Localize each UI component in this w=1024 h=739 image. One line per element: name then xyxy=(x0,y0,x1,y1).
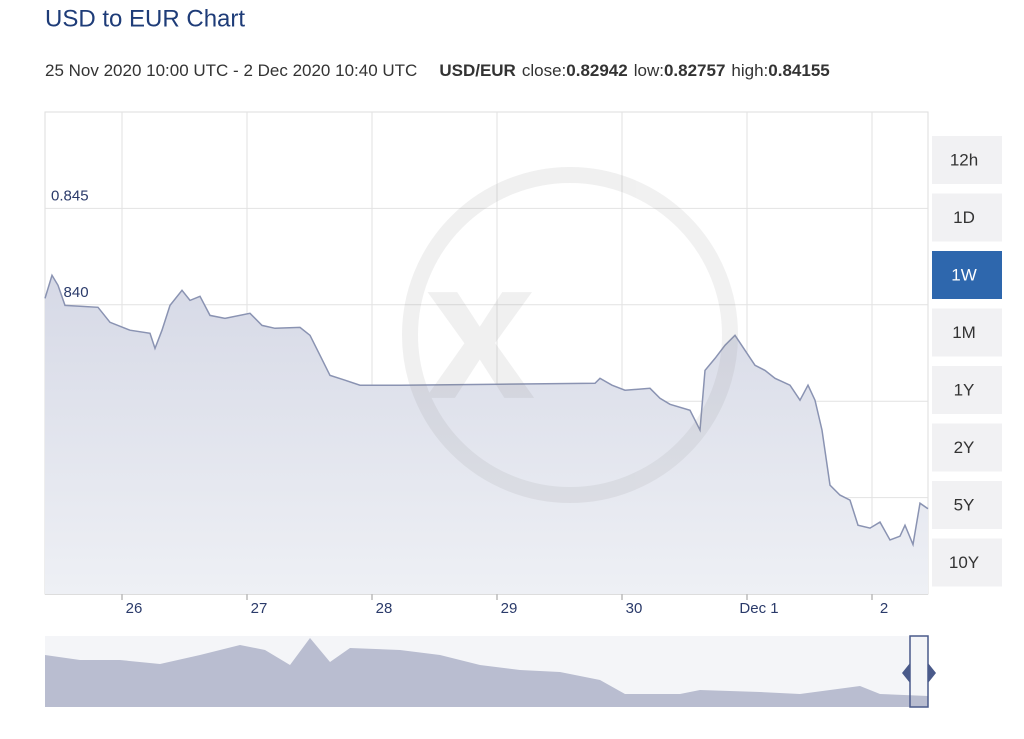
range-buttons: 12h 1D 1W 1M 1Y 2Y 5Y 10Y xyxy=(932,136,1002,587)
range-button[interactable] xyxy=(932,308,1002,357)
navigator-handles[interactable] xyxy=(902,663,936,683)
range-button-label[interactable]: 10Y xyxy=(949,553,979,572)
navigator xyxy=(45,635,936,708)
x-tick-label: 29 xyxy=(501,600,518,617)
stat-value: 0.82757 xyxy=(664,61,725,80)
range-button-label[interactable]: 1Y xyxy=(954,380,975,399)
range-button[interactable] xyxy=(932,251,1002,299)
x-tick-label: 28 xyxy=(376,600,393,617)
area xyxy=(45,275,928,594)
range-button-label[interactable]: 1M xyxy=(952,323,976,342)
stat-label: low: xyxy=(634,61,664,80)
line xyxy=(44,273,929,548)
navigator-area xyxy=(45,638,928,707)
chart-title: USD to EUR Chart xyxy=(45,5,245,32)
range-button-label[interactable]: 2Y xyxy=(954,438,975,457)
range-button[interactable] xyxy=(932,193,1002,242)
x-tick-label: Dec 1 xyxy=(739,600,778,617)
x-tick-label: 30 xyxy=(626,600,643,617)
range-button[interactable] xyxy=(932,423,1002,472)
watermark: x xyxy=(402,167,738,503)
x-tick-label: 2 xyxy=(880,600,888,617)
range-button[interactable] xyxy=(932,136,1002,184)
stat-value: 0.84155 xyxy=(768,61,829,80)
x-tick-label: 26 xyxy=(126,600,143,617)
range-button[interactable] xyxy=(932,538,1002,587)
stat-value: 0.82942 xyxy=(566,61,627,80)
series-name: USD/EUR xyxy=(439,61,516,80)
date-range: 25 Nov 2020 10:00 UTC - 2 Dec 2020 10:40… xyxy=(45,61,417,80)
range-button-label[interactable]: 1D xyxy=(953,208,975,227)
stat-label: high: xyxy=(731,61,768,80)
range-button-label[interactable]: 1W xyxy=(951,265,977,284)
x-tick-label: 27 xyxy=(251,600,268,617)
subtitle: 25 Nov 2020 10:00 UTC - 2 Dec 2020 10:40… xyxy=(45,61,830,80)
range-button-label[interactable]: 12h xyxy=(950,150,978,169)
range-button[interactable] xyxy=(932,366,1002,414)
y-tick-label: 0.845 xyxy=(51,187,89,204)
range-button[interactable] xyxy=(932,481,1002,529)
stat-label: close: xyxy=(522,61,566,80)
range-button-label[interactable]: 5Y xyxy=(954,495,975,514)
svg-text:x: x xyxy=(424,218,535,441)
